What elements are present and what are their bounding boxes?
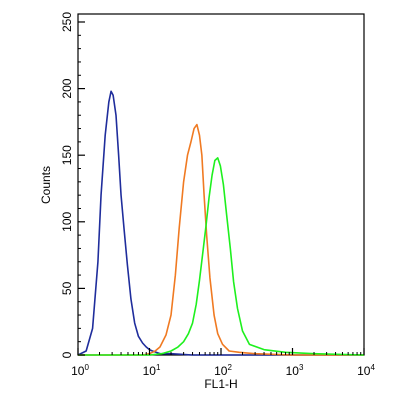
series-line-3 — [78, 157, 365, 356]
y-tick-label: 0 — [60, 351, 74, 358]
y-tick-label: 50 — [60, 281, 74, 295]
x-axis-label: FL1-H — [204, 377, 237, 391]
plot-frame — [77, 13, 365, 356]
major-ticks — [77, 21, 365, 356]
x-tick-labels: 100 101 102 103 104 — [71, 363, 375, 378]
x-tick-label: 100 — [71, 363, 89, 378]
series-layer — [77, 90, 365, 356]
y-tick-label: 250 — [60, 12, 74, 32]
x-tick-label: 102 — [214, 363, 232, 378]
x-tick-label: 101 — [143, 363, 161, 378]
x-tick-label: 103 — [286, 363, 304, 378]
y-axis-label: Counts — [39, 166, 53, 204]
y-tick-label: 150 — [60, 145, 74, 165]
x-tick-label: 104 — [357, 363, 375, 378]
series-line-2 — [78, 123, 364, 356]
series-line-1 — [77, 90, 364, 356]
y-tick-label: 200 — [60, 78, 74, 98]
y-tick-labels: 0 50 100 150 200 250 — [60, 12, 74, 359]
minor-ticks — [78, 34, 362, 355]
y-tick-label: 100 — [60, 211, 74, 231]
